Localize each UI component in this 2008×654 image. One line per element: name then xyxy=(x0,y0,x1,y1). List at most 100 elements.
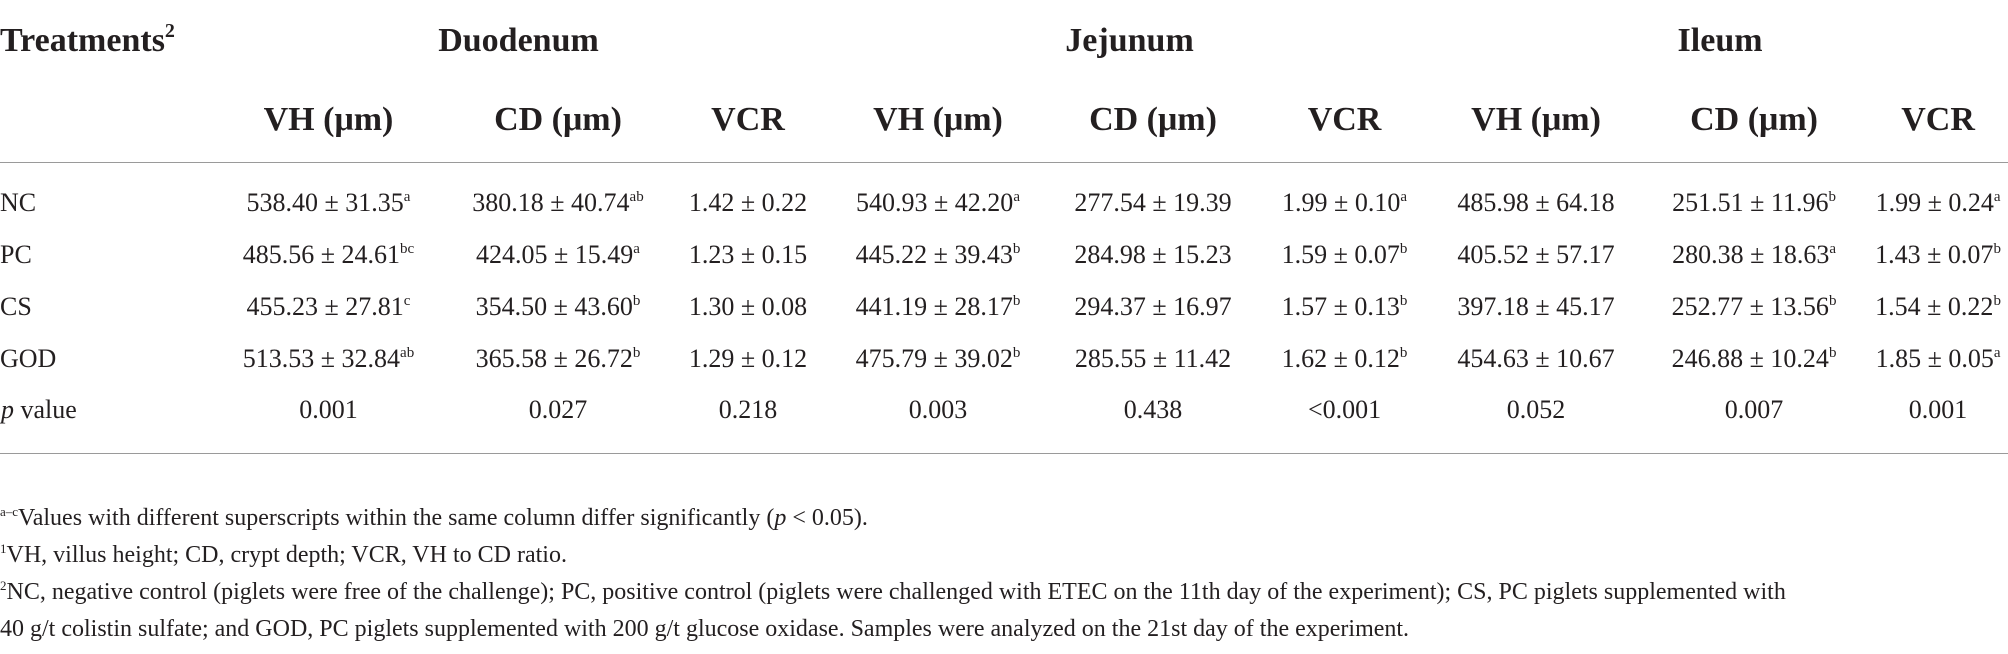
table-cell: 397.18 ± 45.17 xyxy=(1432,281,1640,333)
stub-header-footnote-marker: 2 xyxy=(164,20,175,42)
table-cell: 1.62 ± 0.12b xyxy=(1257,333,1432,385)
footnote-treatments-continued: 40 g/t colistin sulfate; and GOD, PC pig… xyxy=(0,611,2008,648)
footnote-significance: a–cValues with different superscripts wi… xyxy=(0,500,2008,537)
row-label: CS xyxy=(0,292,32,321)
p-symbol: p xyxy=(1,395,14,424)
table-cell: 252.77 ± 13.56b xyxy=(1640,281,1868,333)
cell-value: 1.42 ± 0.22 xyxy=(688,188,808,217)
cell-value: 1.99 ± 0.24 xyxy=(1875,188,1994,217)
significance-superscript: b xyxy=(1012,345,1021,361)
table-cell: 540.93 ± 42.20a xyxy=(827,163,1049,230)
significance-superscript: a xyxy=(1993,189,2001,205)
cell-value: 365.58 ± 26.72 xyxy=(475,344,633,373)
significance-superscript: a xyxy=(1013,189,1020,205)
footnote-text: Values with different superscripts withi… xyxy=(18,505,775,531)
cell-value: 284.98 ± 15.23 xyxy=(1074,240,1232,269)
cell-value: 1.99 ± 0.10 xyxy=(1282,188,1401,217)
p-value-cell: 0.003 xyxy=(827,385,1050,454)
subheader-ileum-cd: CD (μm) xyxy=(1640,82,1869,163)
table-cell: 538.40 ± 31.35a xyxy=(210,163,447,230)
table-cell: 1.43 ± 0.07b xyxy=(1868,229,2008,281)
table-row: CS 455.23 ± 27.81c 354.50 ± 43.60b 1.30 ± 0… xyxy=(0,281,2008,333)
cell-value: 277.54 ± 19.39 xyxy=(1074,188,1232,217)
significance-superscript: a xyxy=(1993,345,2001,361)
table-row: PC 485.56 ± 24.61bc 424.05 ± 15.49a 1.23 ± … xyxy=(0,229,2008,281)
footnote-p-symbol: p xyxy=(774,505,787,531)
stub-subheader-empty xyxy=(0,82,210,163)
table-cell: 294.37 ± 16.97 xyxy=(1049,281,1257,333)
cell-value: 445.22 ± 39.43 xyxy=(855,240,1013,269)
p-value-cell: 0.027 xyxy=(447,385,669,454)
subheader-jejunum-cd: CD (μm) xyxy=(1049,82,1258,163)
significance-superscript: b xyxy=(1399,241,1408,257)
cell-value: 1.43 ± 0.07 xyxy=(1875,240,1994,269)
table-cell: 454.63 ± 10.67 xyxy=(1432,333,1640,385)
cell-value: 513.53 ± 32.84 xyxy=(242,344,401,373)
footnote-abbreviations: 1VH, villus height; CD, crypt depth; VCR… xyxy=(0,537,2008,574)
stub-header: Treatments xyxy=(0,22,165,59)
subheader-ileum-vh: VH (μm) xyxy=(1432,82,1641,163)
table-cell: 285.55 ± 11.42 xyxy=(1049,333,1257,385)
significance-superscript: ab xyxy=(400,345,415,361)
significance-superscript: b xyxy=(1993,293,2001,309)
table-cell: 251.51 ± 11.96b xyxy=(1640,163,1868,230)
table-cell: 513.53 ± 32.84ab xyxy=(210,333,447,385)
cell-value: 280.38 ± 18.63 xyxy=(1672,240,1830,269)
table-cell: 365.58 ± 26.72b xyxy=(447,333,669,385)
subheader-jejunum-vh: VH (μm) xyxy=(827,82,1050,163)
table-cell: 1.42 ± 0.22 xyxy=(669,163,827,230)
subheader-ileum-vcr: VCR xyxy=(1868,82,2008,163)
table-row: GOD 513.53 ± 32.84ab 365.58 ± 26.72b 1.29 ±… xyxy=(0,333,2008,385)
table-cell: 1.59 ± 0.07b xyxy=(1257,229,1432,281)
cell-value: 475.79 ± 39.02 xyxy=(855,344,1013,373)
group-header-duodenum: Duodenum xyxy=(438,22,599,59)
table-cell: 445.22 ± 39.43b xyxy=(827,229,1049,281)
cell-value: 285.55 ± 11.42 xyxy=(1074,344,1232,373)
significance-superscript: ab xyxy=(629,189,644,205)
cell-value: 485.98 ± 64.18 xyxy=(1457,188,1615,217)
footnote-marker: 2 xyxy=(0,578,7,593)
p-value-cell: 0.007 xyxy=(1640,385,1869,454)
table-cell: 405.52 ± 57.17 xyxy=(1432,229,1640,281)
table-cell: 475.79 ± 39.02b xyxy=(827,333,1049,385)
p-value-cell: 0.001 xyxy=(1868,385,2008,454)
table-cell: 380.18 ± 40.74ab xyxy=(447,163,669,230)
table-cell: 1.54 ± 0.22b xyxy=(1868,281,2008,333)
significance-superscript: c xyxy=(403,293,411,309)
table-cell: 1.23 ± 0.15 xyxy=(669,229,827,281)
table-cell: 1.85 ± 0.05a xyxy=(1868,333,2008,385)
table-cell: 1.29 ± 0.12 xyxy=(669,333,827,385)
footnote-text: 40 g/t colistin sulfate; and GOD, PC pig… xyxy=(0,616,1410,642)
subheader-row: VH (μm) CD (μm) VCR VH (μm) CD (μm) VCR … xyxy=(0,82,2008,163)
cell-value: 455.23 ± 27.81 xyxy=(246,292,404,321)
significance-superscript: b xyxy=(1828,189,1836,205)
footnote-threshold: < 0.05). xyxy=(786,505,868,531)
subheader-duodenum-cd: CD (μm) xyxy=(447,82,669,163)
cell-value: 380.18 ± 40.74 xyxy=(472,188,630,217)
significance-superscript: a xyxy=(1400,189,1407,205)
cell-value: 246.88 ± 10.24 xyxy=(1671,344,1829,373)
footnote-marker: 1 xyxy=(0,541,7,556)
cell-value: 1.23 ± 0.15 xyxy=(688,240,808,269)
group-header-ileum: Ileum xyxy=(1677,22,1763,59)
significance-superscript: b xyxy=(1828,293,1837,309)
table-cell: 1.99 ± 0.10a xyxy=(1257,163,1432,230)
significance-superscript: a xyxy=(633,241,640,257)
cell-value: 538.40 ± 31.35 xyxy=(246,188,404,217)
stub-header-cell: Treatments2 xyxy=(0,0,210,82)
table-cell: 1.99 ± 0.24a xyxy=(1868,163,2008,230)
p-label-text: value xyxy=(14,395,77,424)
table-cell: 424.05 ± 15.49a xyxy=(447,229,669,281)
significance-superscript: bc xyxy=(400,241,415,257)
significance-superscript: a xyxy=(403,189,411,205)
cell-value: 1.59 ± 0.07 xyxy=(1281,240,1400,269)
table-cell: 1.30 ± 0.08 xyxy=(669,281,827,333)
cell-value: 1.85 ± 0.05 xyxy=(1875,344,1994,373)
table-cell: 277.54 ± 19.39 xyxy=(1049,163,1257,230)
table-cell: 485.98 ± 64.18 xyxy=(1432,163,1640,230)
p-value-cell: 0.438 xyxy=(1049,385,1258,454)
footnote-text: NC, negative control (piglets were free … xyxy=(6,579,1786,605)
row-label: PC xyxy=(0,240,32,269)
p-value-cell: 0.001 xyxy=(210,385,447,454)
table-cell: 441.19 ± 28.17b xyxy=(827,281,1049,333)
